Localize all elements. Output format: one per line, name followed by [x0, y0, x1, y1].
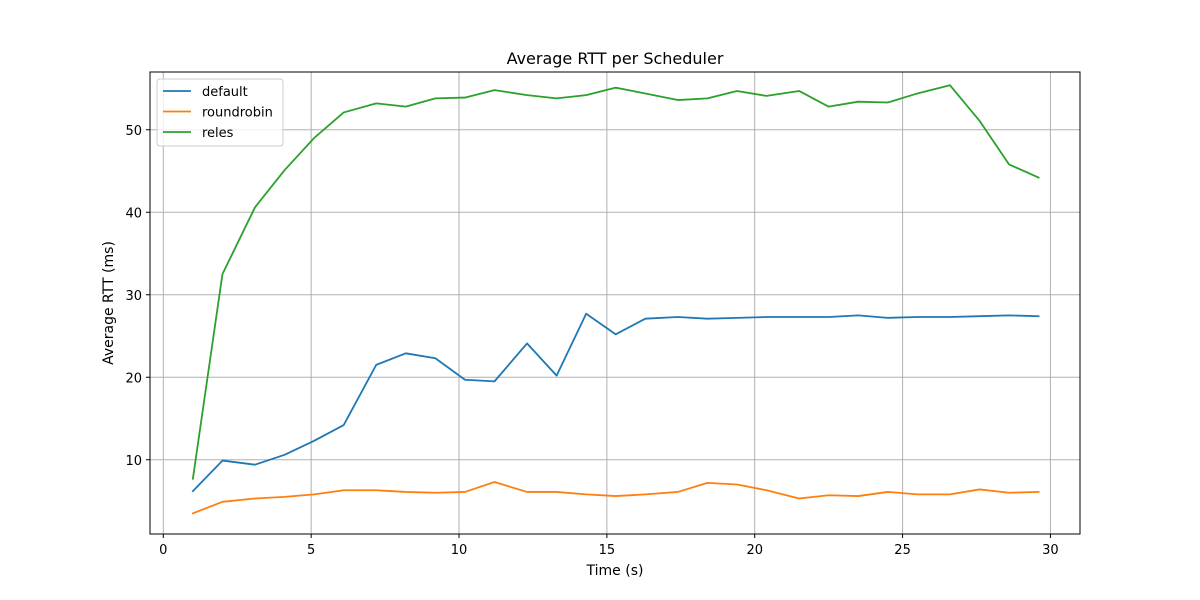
x-axis-ticks: 0 5 10 15 20 25 30	[159, 534, 1059, 558]
x-tick-label: 5	[307, 543, 315, 558]
x-tick-label: 0	[159, 543, 167, 558]
plot-frame	[149, 71, 1081, 535]
legend-label-roundrobin: roundrobin	[202, 106, 273, 121]
plot-area	[150, 72, 1080, 534]
legend-box	[156, 78, 284, 147]
x-tick-label: 25	[894, 543, 911, 558]
y-tick-label: 40	[125, 206, 142, 221]
y-tick-label: 10	[125, 454, 142, 469]
y-axis-ticks: 10 20 30 40 50	[125, 124, 150, 469]
x-tick-label: 15	[599, 543, 616, 558]
x-tick-label: 30	[1042, 543, 1059, 558]
y-axis-label: Average RTT (ms)	[101, 241, 117, 365]
x-tick-label: 20	[746, 543, 763, 558]
y-tick-label: 50	[125, 124, 142, 139]
chart-title: Average RTT per Scheduler	[507, 49, 724, 68]
grid	[150, 72, 1080, 534]
series-line-roundrobin	[191, 481, 1040, 515]
series-line-reles	[191, 84, 1040, 480]
series-line-default	[191, 312, 1040, 493]
legend-label-reles: reles	[202, 126, 234, 141]
x-tick-label: 10	[451, 543, 468, 558]
y-tick-label: 30	[125, 289, 142, 304]
series-lines	[191, 84, 1040, 515]
legend: default roundrobin reles	[156, 78, 284, 147]
legend-label-default: default	[202, 85, 248, 100]
y-tick-label: 20	[125, 371, 142, 386]
legend-items: default roundrobin reles	[163, 85, 273, 141]
x-axis-label: Time (s)	[586, 563, 644, 579]
